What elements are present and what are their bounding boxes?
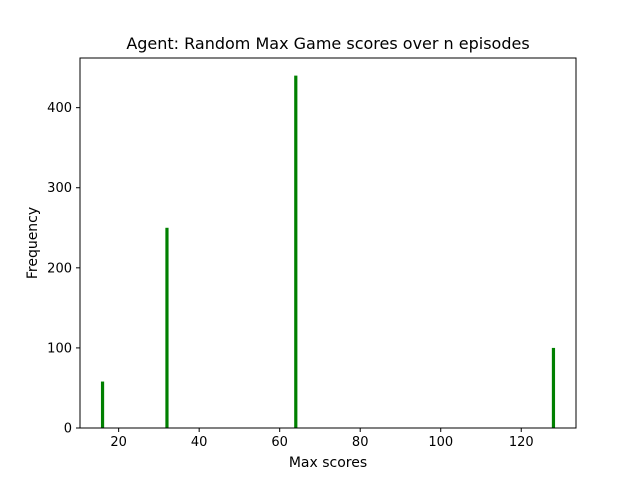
y-axis-label: Frequency <box>25 207 41 279</box>
y-tick-label: 100 <box>47 341 72 356</box>
x-tick-label: 60 <box>271 435 288 450</box>
x-axis-ticks: 20 40 60 80 100 120 <box>110 428 534 450</box>
plot-frame <box>79 57 577 429</box>
bar-128 <box>551 347 556 428</box>
bar-16 <box>100 381 105 428</box>
x-tick-label: 80 <box>352 435 369 450</box>
x-tick-label: 120 <box>509 435 534 450</box>
plot-background <box>80 58 576 428</box>
x-tick-label: 100 <box>428 435 453 450</box>
bars-group <box>100 75 556 428</box>
bar-32 <box>165 227 169 428</box>
y-tick-label: 200 <box>47 261 72 276</box>
x-tick-label: 20 <box>110 435 127 450</box>
y-tick-label: 0 <box>64 422 72 437</box>
y-tick-label: 400 <box>47 101 72 116</box>
y-tick-label: 300 <box>47 181 72 196</box>
x-axis-label: Max scores <box>289 455 367 471</box>
x-tick-label: 40 <box>191 435 208 450</box>
bar-64 <box>294 75 298 428</box>
y-axis-ticks: 0 100 200 300 400 <box>47 101 80 437</box>
chart-title: Agent: Random Max Game scores over n epi… <box>126 34 529 53</box>
